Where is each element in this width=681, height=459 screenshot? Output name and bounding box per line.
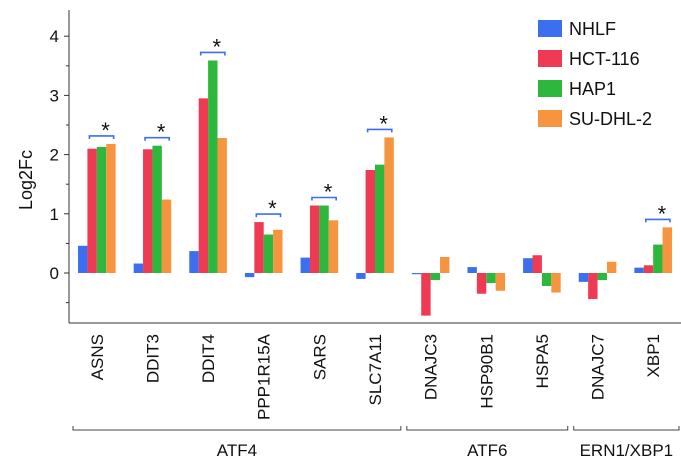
- bar: [263, 234, 274, 273]
- legend-swatch: [538, 80, 562, 97]
- y-tick-label: 4: [50, 27, 59, 46]
- category-label: DNAJC7: [589, 334, 608, 400]
- bar: [365, 169, 375, 273]
- bar: [578, 273, 589, 282]
- legend-swatch: [538, 20, 562, 37]
- bar: [634, 267, 644, 273]
- significance-star: *: [268, 196, 277, 221]
- bar: [643, 265, 654, 273]
- bar: [189, 251, 199, 273]
- category-groups: ATF4 ATF6 ERN1/XBP1: [72, 426, 680, 459]
- legend-label: NHLF: [569, 19, 616, 39]
- x-tick-labels: ASNS DDIT3 DDIT4 PPP1R15A SARS SLC7A11 DNAJC3 H…: [88, 333, 663, 420]
- significance-bracket: [644, 218, 671, 223]
- legend: NHLF HCT-116 HAP1 SU-DHL-2: [538, 19, 652, 129]
- bar: [96, 146, 107, 273]
- bar: [467, 267, 477, 273]
- category-label: HSP90B1: [477, 334, 496, 409]
- bar: [532, 255, 542, 273]
- category-label: ASNS: [88, 334, 107, 380]
- significance-bracket: [88, 135, 115, 139]
- category-label: SARS: [310, 334, 329, 380]
- bar: [273, 229, 283, 273]
- bar: [328, 220, 339, 273]
- bar: [78, 245, 88, 273]
- y-tick-label: 2: [50, 146, 59, 165]
- bar: [384, 137, 394, 273]
- bar: [198, 98, 209, 273]
- significance-star: *: [658, 201, 667, 226]
- group-label: ATF6: [467, 441, 507, 459]
- group-bracket: [72, 426, 402, 431]
- bar: [523, 258, 533, 273]
- significance-markers: * * * * * * *: [88, 34, 671, 226]
- y-axis-label: Log2Fc: [16, 150, 36, 210]
- category-label: DDIT3: [143, 334, 162, 383]
- bar: [133, 263, 144, 273]
- bar: [476, 273, 487, 294]
- significance-bracket: [366, 128, 393, 133]
- significance-star: *: [157, 120, 166, 145]
- category-label: SLC7A11: [366, 334, 385, 406]
- legend-swatch: [538, 50, 562, 67]
- bar: [375, 164, 385, 273]
- bar: [597, 273, 607, 281]
- bar: [541, 273, 552, 287]
- category-label: DNAJC3: [422, 334, 441, 400]
- bar: [430, 273, 441, 281]
- y-tick-label: 0: [50, 264, 59, 283]
- bar: [217, 138, 227, 273]
- significance-bracket: [255, 213, 282, 218]
- bar: [106, 143, 116, 273]
- legend-label: HCT-116: [569, 49, 640, 69]
- category-label: HSPA5: [533, 334, 552, 389]
- bar: [551, 273, 561, 293]
- bar: [421, 273, 431, 316]
- bar: [662, 227, 672, 273]
- bar: [606, 261, 617, 273]
- significance-bracket: [199, 51, 226, 56]
- bar: [152, 145, 162, 273]
- bar: [495, 273, 506, 291]
- significance-bracket: [144, 136, 171, 141]
- bar: [300, 257, 310, 273]
- bar: [319, 205, 329, 273]
- legend-label: HAP1: [569, 79, 616, 99]
- bar: [254, 222, 264, 273]
- bars: [78, 60, 672, 316]
- group-bracket: [573, 426, 680, 431]
- significance-star: *: [213, 34, 222, 59]
- legend-label: SU-DHL-2: [569, 109, 652, 129]
- y-tick-label: 1: [50, 205, 59, 224]
- bar: [486, 273, 496, 284]
- bar: [356, 273, 366, 279]
- group-label: ERN1/XBP1: [580, 441, 674, 459]
- category-label: DDIT4: [199, 334, 218, 383]
- bar: [143, 149, 153, 273]
- category-label: PPP1R15A: [255, 333, 274, 420]
- axes: 0 1 2 3 4: [50, 10, 681, 324]
- bar: [588, 273, 598, 300]
- bar: [87, 148, 97, 273]
- bar: [309, 205, 320, 273]
- bar: [161, 199, 172, 273]
- group-label: ATF4: [217, 441, 257, 459]
- bar: [411, 273, 422, 275]
- significance-star: *: [101, 118, 110, 143]
- group-bracket: [406, 426, 569, 431]
- bar: [208, 60, 218, 273]
- legend-swatch: [538, 110, 562, 127]
- bar: [653, 244, 663, 273]
- significance-star: *: [379, 111, 388, 136]
- significance-bracket: [311, 196, 337, 201]
- significance-star: *: [324, 180, 333, 205]
- bar: [440, 257, 450, 273]
- y-tick-label: 3: [50, 86, 59, 105]
- category-label: XBP1: [644, 334, 663, 377]
- bar: [244, 273, 255, 278]
